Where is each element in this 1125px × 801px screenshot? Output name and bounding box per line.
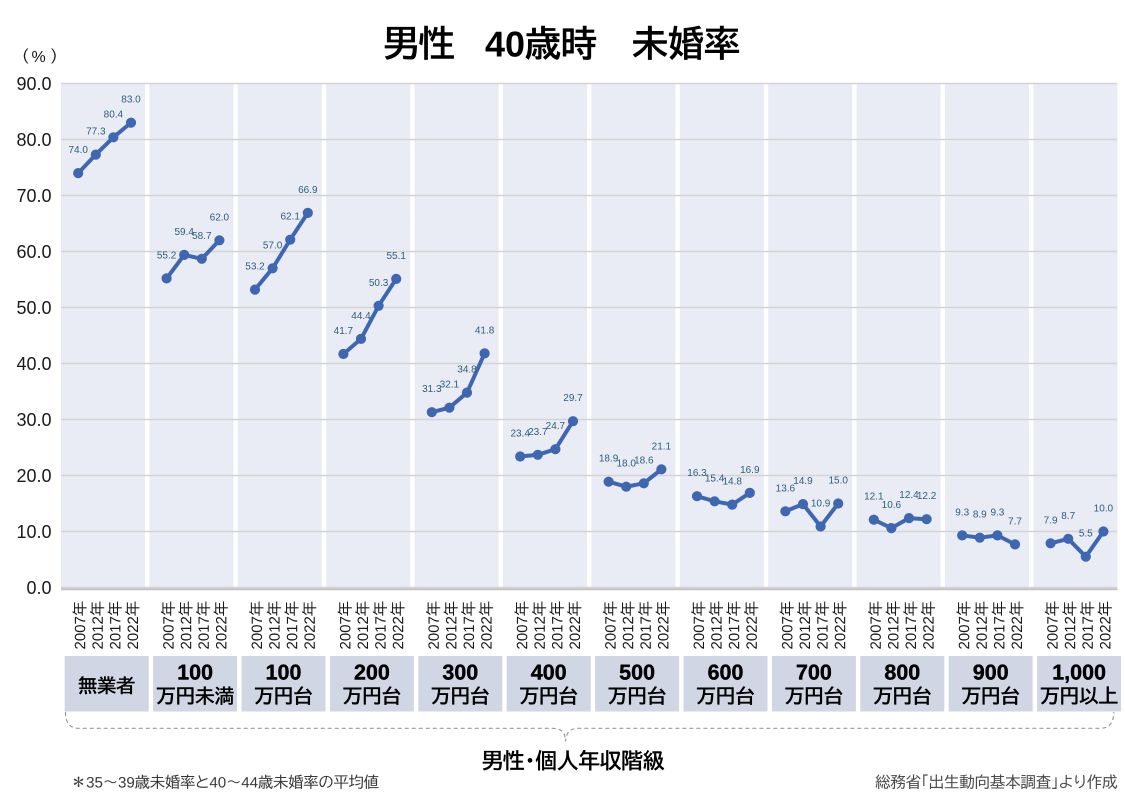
svg-text:5.5: 5.5 (1079, 529, 1093, 540)
svg-text:50.3: 50.3 (369, 278, 389, 289)
svg-text:14.8: 14.8 (722, 477, 742, 488)
svg-text:20.0: 20.0 (16, 466, 51, 486)
svg-text:7.9: 7.9 (1044, 515, 1058, 526)
svg-text:16.3: 16.3 (687, 468, 707, 479)
svg-text:14.9: 14.9 (793, 476, 813, 487)
svg-text:18.9: 18.9 (599, 454, 619, 465)
svg-text:12.1: 12.1 (864, 492, 884, 503)
svg-text:31.3: 31.3 (422, 384, 442, 395)
svg-text:40.0: 40.0 (16, 354, 51, 374)
svg-text:18.6: 18.6 (634, 455, 654, 466)
svg-text:83.0: 83.0 (121, 95, 141, 106)
svg-text:10.0: 10.0 (16, 522, 51, 542)
svg-text:12.4: 12.4 (899, 490, 919, 501)
svg-text:55.1: 55.1 (386, 251, 406, 262)
svg-text:55.2: 55.2 (157, 250, 177, 261)
svg-text:50.0: 50.0 (16, 298, 51, 318)
svg-text:80.0: 80.0 (16, 130, 51, 150)
svg-text:8.9: 8.9 (973, 510, 987, 521)
svg-text:60.0: 60.0 (16, 242, 51, 262)
svg-text:90.0: 90.0 (16, 74, 51, 94)
svg-text:15.4: 15.4 (705, 473, 725, 484)
svg-text:10.6: 10.6 (882, 500, 902, 511)
svg-text:0.0: 0.0 (26, 578, 51, 598)
svg-text:10.9: 10.9 (811, 499, 831, 510)
svg-text:9.3: 9.3 (955, 507, 969, 518)
svg-text:70.0: 70.0 (16, 186, 51, 206)
svg-text:62.0: 62.0 (210, 212, 230, 223)
svg-text:44.4: 44.4 (351, 311, 371, 322)
svg-text:59.4: 59.4 (174, 227, 194, 238)
svg-text:23.7: 23.7 (528, 427, 548, 438)
svg-text:21.1: 21.1 (652, 441, 672, 452)
svg-text:62.1: 62.1 (280, 212, 300, 223)
svg-text:41.8: 41.8 (475, 325, 495, 336)
svg-text:66.9: 66.9 (298, 185, 318, 196)
svg-text:10.0: 10.0 (1094, 504, 1114, 515)
svg-text:29.7: 29.7 (563, 393, 583, 404)
svg-text:34.8: 34.8 (457, 365, 477, 376)
svg-text:23.4: 23.4 (510, 429, 530, 440)
svg-text:9.3: 9.3 (990, 507, 1004, 518)
svg-text:8.7: 8.7 (1061, 511, 1075, 522)
svg-text:12.2: 12.2 (917, 491, 937, 502)
svg-text:24.7: 24.7 (546, 421, 566, 432)
svg-text:32.1: 32.1 (440, 380, 460, 391)
svg-text:80.4: 80.4 (104, 109, 124, 120)
svg-text:41.7: 41.7 (334, 326, 354, 337)
svg-text:7.7: 7.7 (1008, 516, 1022, 527)
svg-text:74.0: 74.0 (68, 145, 88, 156)
svg-text:57.0: 57.0 (263, 240, 283, 251)
svg-text:53.2: 53.2 (245, 262, 265, 273)
svg-text:16.9: 16.9 (740, 465, 760, 476)
svg-text:13.6: 13.6 (776, 483, 796, 494)
svg-text:18.0: 18.0 (616, 459, 636, 470)
svg-text:30.0: 30.0 (16, 410, 51, 430)
svg-text:15.0: 15.0 (828, 476, 848, 487)
svg-text:77.3: 77.3 (86, 127, 106, 138)
svg-text:58.7: 58.7 (192, 231, 212, 242)
